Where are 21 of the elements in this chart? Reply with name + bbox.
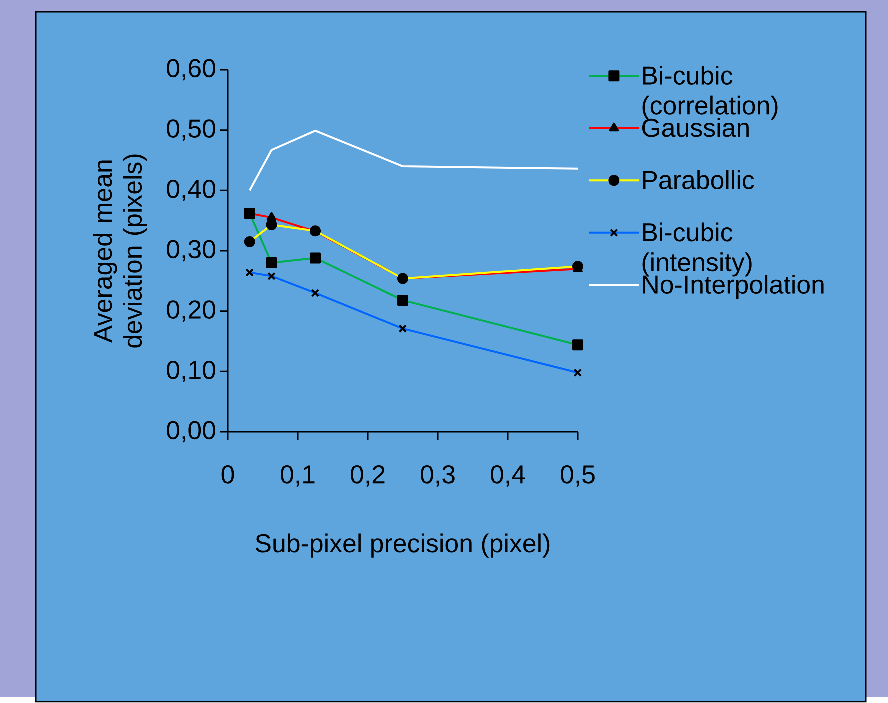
y-axis-title: Averaged mean deviation (pixels) <box>93 154 148 348</box>
x-tick-label: 0,3 <box>421 466 455 488</box>
y-tick-label: 0,40 <box>167 180 216 202</box>
x-tick-label: 0,5 <box>561 466 595 488</box>
legend-label: Gaussian <box>642 118 749 138</box>
y-tick-label: 0,20 <box>167 300 216 322</box>
y-tick-label: 0,00 <box>167 421 216 443</box>
y-tick-label: 0,50 <box>167 120 216 142</box>
x-tick-label: 0,4 <box>491 466 526 488</box>
x-tick-label: 0,1 <box>281 466 315 488</box>
legend-label: Parabollic <box>643 170 754 190</box>
y-tick-label: 0,10 <box>167 361 216 382</box>
x-axis-title: Sub-pixel precision (pixel) <box>256 534 550 558</box>
y-tick-label: 0,30 <box>167 240 216 262</box>
line-series <box>248 130 580 192</box>
legend-label: Bi-cubic (intensity) <box>642 222 752 277</box>
y-tick-label: 0,60 <box>167 59 216 81</box>
legend-label: No-Interpolation <box>643 275 824 300</box>
x-tick-label: 0 <box>222 466 234 484</box>
legend-label: Bi-cubic (correlation) <box>642 66 778 120</box>
x-tick-label: 0,2 <box>351 466 385 488</box>
